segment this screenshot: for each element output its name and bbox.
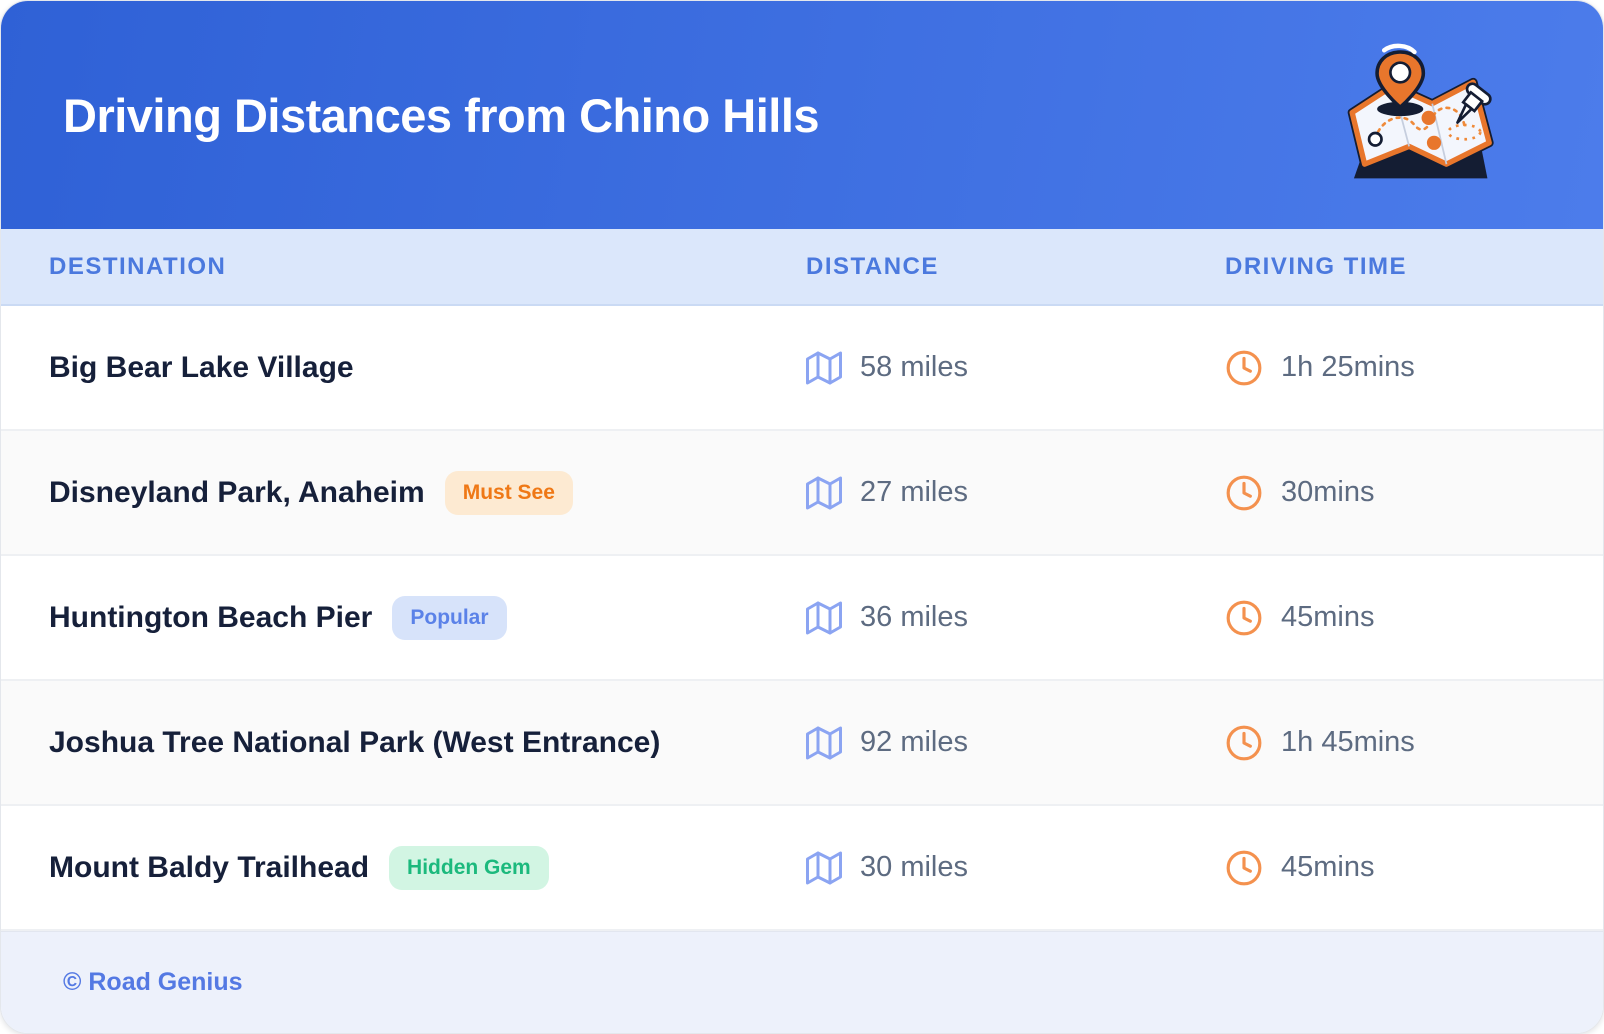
clock-icon — [1225, 849, 1263, 887]
distance-cell: 92 miles — [806, 725, 1225, 761]
map-icon — [806, 850, 842, 886]
distance-value: 27 miles — [860, 476, 968, 508]
driving-time-value: 45mins — [1281, 601, 1375, 633]
map-route-illustration — [1329, 43, 1507, 191]
destination-cell: Joshua Tree National Park (West Entrance… — [1, 726, 806, 760]
card-footer: © Road Genius — [1, 931, 1603, 1033]
copyright-text: © Road Genius — [63, 968, 243, 996]
column-header-distance: DISTANCE — [806, 252, 939, 280]
distance-cell: 36 miles — [806, 600, 1225, 636]
driving-time-cell: 45mins — [1225, 849, 1603, 887]
table-row: Joshua Tree National Park (West Entrance… — [1, 681, 1603, 806]
driving-time-value: 30mins — [1281, 476, 1375, 508]
distance-cell: 30 miles — [806, 850, 1225, 886]
distance-cell: 58 miles — [806, 350, 1225, 386]
map-icon — [806, 600, 842, 636]
distance-cell: 27 miles — [806, 475, 1225, 511]
table-row: Mount Baldy Trailhead Hidden Gem 30 mile… — [1, 806, 1603, 931]
destination-badge: Hidden Gem — [389, 845, 549, 890]
clock-icon — [1225, 724, 1263, 762]
clock-icon — [1225, 474, 1263, 512]
page-title: Driving Distances from Chino Hills — [63, 88, 820, 142]
distance-value: 92 miles — [860, 726, 968, 758]
destination-name: Huntington Beach Pier — [49, 600, 373, 634]
table-row: Big Bear Lake Village 58 miles — [1, 306, 1603, 431]
distance-value: 58 miles — [860, 351, 968, 383]
table-header-row: DESTINATION DISTANCE DRIVING TIME — [1, 229, 1603, 306]
map-icon — [806, 725, 842, 761]
distance-value: 36 miles — [860, 601, 968, 633]
driving-time-value: 1h 25mins — [1281, 351, 1415, 383]
clock-icon — [1225, 599, 1263, 637]
map-icon — [806, 350, 842, 386]
column-header-destination: DESTINATION — [49, 252, 227, 280]
destination-badge: Must See — [444, 470, 573, 515]
destination-name: Disneyland Park, Anaheim — [49, 475, 425, 509]
table-body: Big Bear Lake Village 58 miles — [1, 306, 1603, 931]
driving-time-value: 45mins — [1281, 851, 1375, 883]
destination-cell: Huntington Beach Pier Popular — [1, 595, 806, 640]
driving-time-value: 1h 45mins — [1281, 726, 1415, 758]
table-row: Disneyland Park, Anaheim Must See 27 mil… — [1, 431, 1603, 556]
table-row: Huntington Beach Pier Popular 36 miles — [1, 556, 1603, 681]
destination-name: Mount Baldy Trailhead — [49, 850, 370, 884]
clock-icon — [1225, 349, 1263, 387]
destination-cell: Big Bear Lake Village — [1, 351, 806, 385]
driving-time-cell: 1h 45mins — [1225, 724, 1603, 762]
map-icon — [806, 475, 842, 511]
destination-name: Big Bear Lake Village — [49, 350, 354, 384]
distance-value: 30 miles — [860, 851, 968, 883]
destination-cell: Mount Baldy Trailhead Hidden Gem — [1, 845, 806, 890]
column-header-driving-time: DRIVING TIME — [1225, 252, 1408, 280]
driving-time-cell: 30mins — [1225, 474, 1603, 512]
pushpin-icon — [1456, 82, 1492, 124]
driving-time-cell: 1h 25mins — [1225, 349, 1603, 387]
destination-cell: Disneyland Park, Anaheim Must See — [1, 470, 806, 515]
banner: Driving Distances from Chino Hills — [1, 1, 1603, 229]
destination-badge: Popular — [392, 595, 507, 640]
driving-time-cell: 45mins — [1225, 599, 1603, 637]
destination-name: Joshua Tree National Park (West Entrance… — [49, 725, 661, 759]
